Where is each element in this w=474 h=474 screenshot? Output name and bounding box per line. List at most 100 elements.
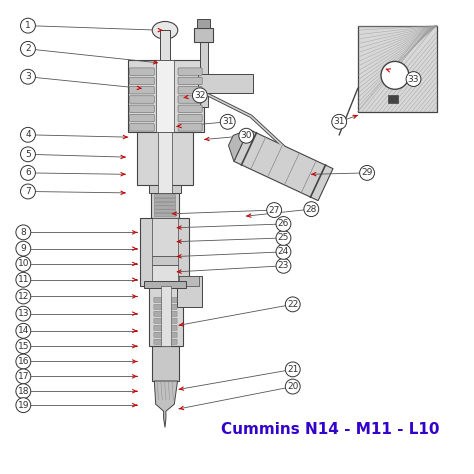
FancyBboxPatch shape [129,96,155,103]
Text: 27: 27 [268,206,280,215]
Text: 1: 1 [25,21,31,30]
FancyBboxPatch shape [129,105,155,112]
Text: 17: 17 [18,372,29,381]
Polygon shape [228,129,249,161]
FancyBboxPatch shape [154,297,177,302]
Text: Cummins N14 - M11 - L10: Cummins N14 - M11 - L10 [221,422,439,438]
Text: 5: 5 [25,150,31,159]
Circle shape [16,289,31,304]
Text: 7: 7 [25,187,31,196]
Circle shape [16,256,31,272]
FancyBboxPatch shape [128,61,204,133]
Circle shape [20,165,36,180]
Circle shape [16,398,31,412]
Circle shape [381,62,409,89]
Polygon shape [234,129,333,201]
Text: 31: 31 [333,117,345,126]
FancyBboxPatch shape [137,133,193,185]
FancyBboxPatch shape [151,193,179,219]
FancyBboxPatch shape [152,219,178,255]
FancyBboxPatch shape [155,202,176,205]
FancyBboxPatch shape [178,68,202,75]
Text: 14: 14 [18,326,29,335]
Circle shape [276,217,291,231]
Ellipse shape [152,21,178,39]
Text: 24: 24 [278,247,289,256]
Text: 10: 10 [18,259,29,268]
Circle shape [239,128,254,143]
FancyBboxPatch shape [161,286,171,346]
FancyBboxPatch shape [178,105,202,112]
Circle shape [16,339,31,354]
FancyBboxPatch shape [178,124,202,131]
FancyBboxPatch shape [178,86,202,94]
Text: 28: 28 [306,205,317,214]
Circle shape [20,41,36,56]
Text: 13: 13 [18,309,29,318]
Circle shape [406,72,421,86]
Text: 30: 30 [240,131,252,140]
FancyBboxPatch shape [140,219,189,286]
FancyBboxPatch shape [178,77,202,85]
FancyBboxPatch shape [129,68,155,75]
FancyBboxPatch shape [155,210,176,213]
FancyBboxPatch shape [155,206,176,209]
FancyBboxPatch shape [129,124,155,131]
Text: 31: 31 [222,117,234,126]
Circle shape [220,114,235,129]
Circle shape [16,354,31,369]
Circle shape [20,128,36,142]
FancyBboxPatch shape [178,96,202,103]
FancyBboxPatch shape [129,77,155,85]
FancyBboxPatch shape [152,255,178,265]
FancyBboxPatch shape [149,286,182,346]
Polygon shape [155,381,178,428]
FancyBboxPatch shape [155,213,176,217]
Circle shape [267,202,282,218]
Circle shape [20,69,36,84]
FancyBboxPatch shape [154,325,177,330]
Circle shape [20,18,36,33]
FancyBboxPatch shape [155,61,174,133]
FancyBboxPatch shape [179,275,199,286]
Circle shape [285,297,300,312]
Circle shape [304,202,319,217]
Text: 16: 16 [18,357,29,366]
Circle shape [192,88,207,103]
Circle shape [276,230,291,246]
FancyBboxPatch shape [144,281,186,288]
Text: 25: 25 [278,233,289,242]
FancyBboxPatch shape [177,276,202,307]
FancyBboxPatch shape [160,30,170,61]
FancyBboxPatch shape [198,74,253,93]
Text: 22: 22 [287,300,298,309]
FancyBboxPatch shape [154,311,177,317]
Text: 3: 3 [25,72,31,81]
Text: 11: 11 [18,275,29,284]
FancyBboxPatch shape [154,319,177,323]
Circle shape [16,323,31,338]
FancyBboxPatch shape [388,95,398,103]
FancyBboxPatch shape [153,346,179,381]
Text: 9: 9 [20,244,26,253]
Circle shape [20,184,36,199]
Text: 18: 18 [18,387,29,396]
FancyBboxPatch shape [149,185,181,193]
Circle shape [16,306,31,321]
Text: 33: 33 [408,74,419,83]
Circle shape [276,258,291,273]
Circle shape [16,384,31,399]
Text: 8: 8 [20,228,26,237]
Circle shape [16,369,31,384]
FancyBboxPatch shape [178,114,202,122]
Text: 29: 29 [361,168,373,177]
Circle shape [360,165,374,180]
Text: 20: 20 [287,382,299,391]
Circle shape [285,362,300,377]
Circle shape [285,379,300,394]
FancyBboxPatch shape [200,40,208,107]
FancyBboxPatch shape [154,339,177,344]
Circle shape [332,114,346,129]
Text: 6: 6 [25,168,31,177]
Text: 4: 4 [25,130,31,139]
